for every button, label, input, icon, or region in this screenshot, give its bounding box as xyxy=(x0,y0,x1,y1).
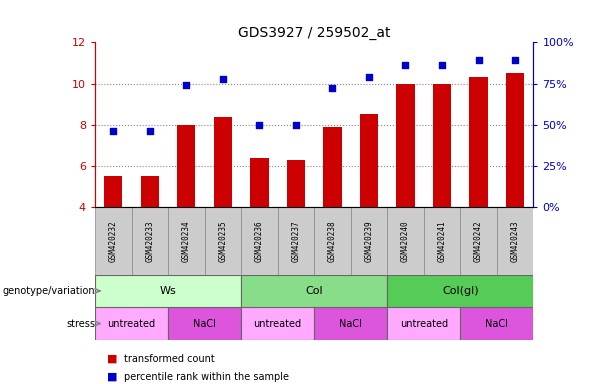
Bar xyxy=(104,176,123,207)
Text: transformed count: transformed count xyxy=(124,354,215,364)
Text: GSM420240: GSM420240 xyxy=(401,220,410,262)
Text: GSM420237: GSM420237 xyxy=(291,220,300,262)
Bar xyxy=(314,207,351,275)
Point xyxy=(218,76,228,82)
Text: NaCl: NaCl xyxy=(193,318,216,329)
Bar xyxy=(241,307,314,340)
Bar xyxy=(360,114,378,207)
Text: GSM420236: GSM420236 xyxy=(255,220,264,262)
Point xyxy=(474,57,484,63)
Point xyxy=(400,62,410,68)
Text: Ws: Ws xyxy=(160,286,177,296)
Bar xyxy=(140,176,159,207)
Bar xyxy=(95,307,168,340)
Bar xyxy=(433,84,451,207)
Bar xyxy=(168,207,205,275)
Text: stress: stress xyxy=(66,318,95,329)
Text: ■: ■ xyxy=(107,354,118,364)
Bar xyxy=(214,117,232,207)
Bar xyxy=(278,207,314,275)
Bar xyxy=(168,307,241,340)
Point xyxy=(145,128,154,134)
Bar xyxy=(460,207,497,275)
Text: NaCl: NaCl xyxy=(339,318,362,329)
Point xyxy=(109,128,118,134)
Bar xyxy=(241,207,278,275)
Bar xyxy=(460,307,533,340)
Bar xyxy=(95,207,132,275)
Point xyxy=(437,62,447,68)
Point xyxy=(181,82,191,88)
Bar xyxy=(250,158,268,207)
Bar xyxy=(470,77,488,207)
Text: GSM420232: GSM420232 xyxy=(109,220,118,262)
Text: GSM420235: GSM420235 xyxy=(218,220,227,262)
Text: untreated: untreated xyxy=(254,318,302,329)
Bar xyxy=(397,84,414,207)
Text: GSM420233: GSM420233 xyxy=(145,220,154,262)
Text: NaCl: NaCl xyxy=(485,318,508,329)
Point xyxy=(254,122,264,128)
Text: genotype/variation: genotype/variation xyxy=(2,286,95,296)
Text: GSM420234: GSM420234 xyxy=(182,220,191,262)
Text: GSM420242: GSM420242 xyxy=(474,220,483,262)
Bar xyxy=(506,73,524,207)
Text: GSM420241: GSM420241 xyxy=(438,220,446,262)
Text: ■: ■ xyxy=(107,372,118,382)
Bar xyxy=(95,275,241,307)
Text: GSM420238: GSM420238 xyxy=(328,220,337,262)
Point xyxy=(364,74,374,80)
Text: GSM420243: GSM420243 xyxy=(511,220,520,262)
Bar xyxy=(241,275,387,307)
Point xyxy=(327,85,337,91)
Bar xyxy=(323,127,341,207)
Bar xyxy=(497,207,533,275)
Bar xyxy=(314,307,387,340)
Text: Col: Col xyxy=(305,286,323,296)
Bar xyxy=(387,207,424,275)
Bar xyxy=(205,207,241,275)
Title: GDS3927 / 259502_at: GDS3927 / 259502_at xyxy=(238,26,390,40)
Bar xyxy=(387,307,460,340)
Bar xyxy=(424,207,460,275)
Text: GSM420239: GSM420239 xyxy=(365,220,373,262)
Bar xyxy=(351,207,387,275)
Text: untreated: untreated xyxy=(107,318,156,329)
Text: percentile rank within the sample: percentile rank within the sample xyxy=(124,372,289,382)
Bar xyxy=(132,207,168,275)
Text: untreated: untreated xyxy=(400,318,448,329)
Point xyxy=(510,57,520,63)
Bar xyxy=(387,275,533,307)
Bar xyxy=(177,125,196,207)
Bar xyxy=(287,160,305,207)
Point xyxy=(291,122,301,128)
Text: Col(gl): Col(gl) xyxy=(442,286,479,296)
